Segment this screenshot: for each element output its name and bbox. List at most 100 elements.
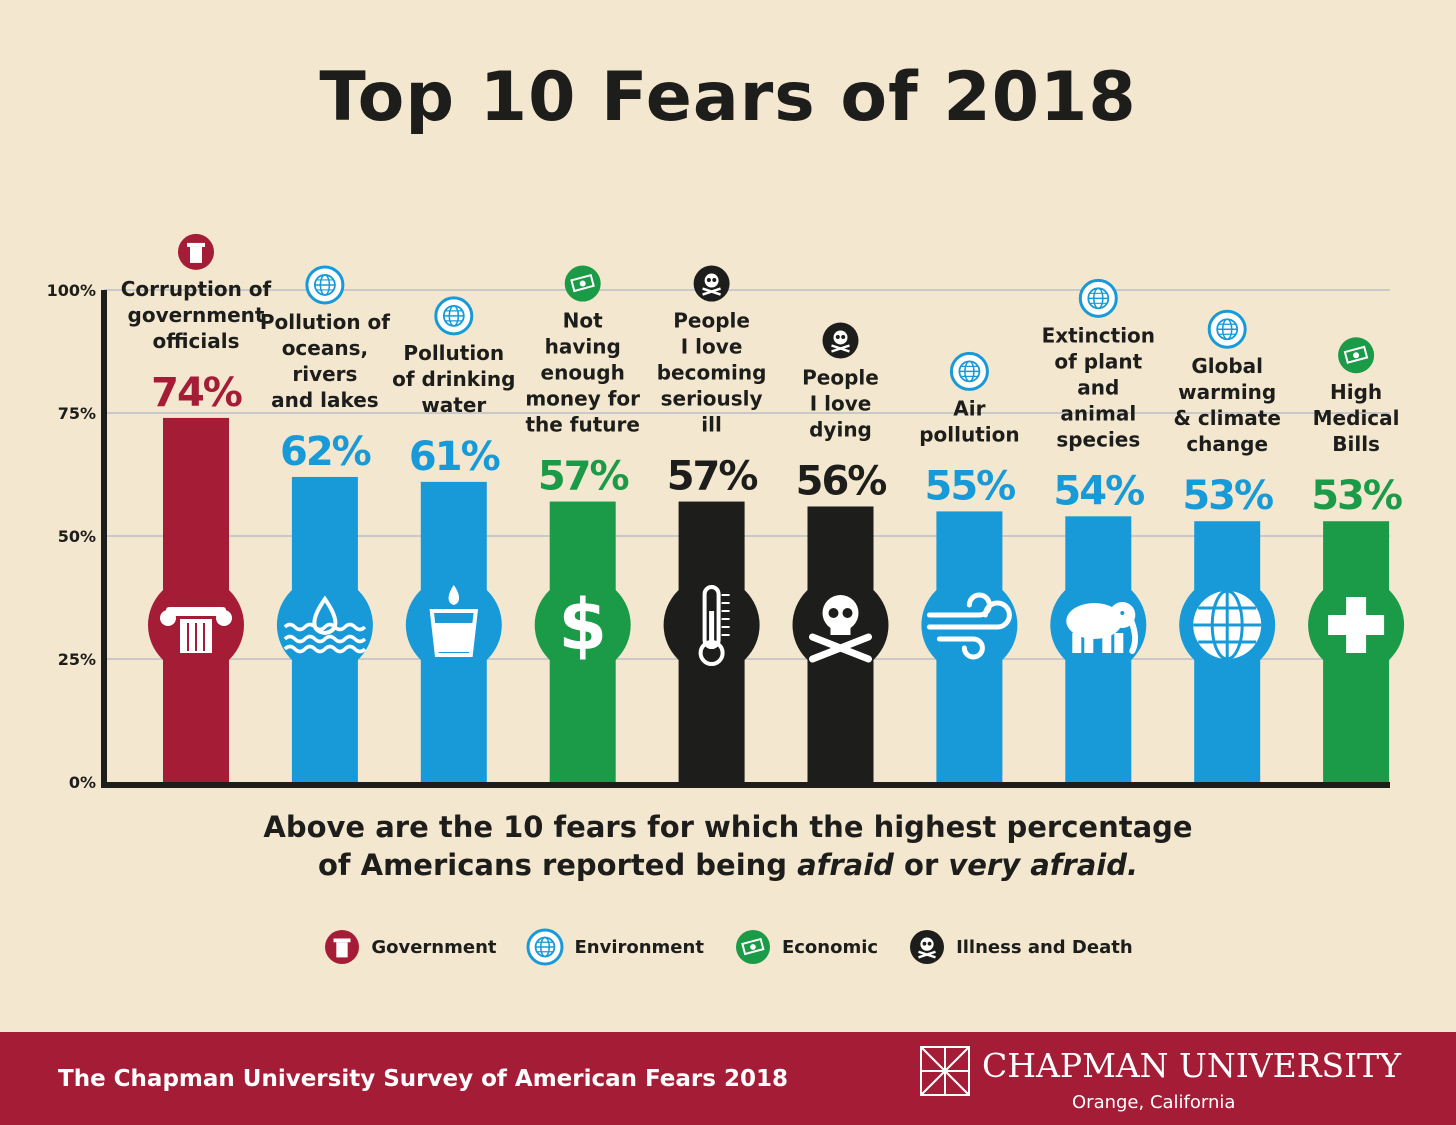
category-label: Global	[1191, 354, 1263, 378]
category-label: Bills	[1332, 432, 1380, 456]
category-label: having	[545, 335, 621, 359]
value-label: 57%	[667, 454, 758, 500]
caption-text-a: of Americans reported being	[317, 848, 798, 882]
y-tick-label: 25%	[58, 650, 96, 669]
category-label: the future	[525, 413, 640, 437]
survey-name: The Chapman University Survey of America…	[58, 1066, 788, 1092]
legend-label-economic: Economic	[781, 936, 879, 958]
y-tick-label: 50%	[58, 527, 96, 546]
category-badge	[305, 265, 345, 305]
category-badge	[1207, 309, 1247, 349]
category-label: of drinking	[392, 367, 515, 391]
value-label: 53%	[1311, 473, 1402, 519]
crossbone	[702, 287, 721, 296]
bar-icon-circle	[534, 577, 631, 673]
skull-eye	[706, 278, 711, 283]
legend-item-government: Government	[323, 928, 496, 966]
legend-label-government: Government	[371, 936, 497, 958]
eye	[842, 608, 853, 618]
wind-line	[936, 636, 985, 660]
category-label: People	[673, 309, 750, 333]
legend-item-economic: Economic	[734, 928, 878, 966]
category-label: animal	[1060, 401, 1136, 425]
category-label: Corruption of	[121, 277, 272, 301]
category-label: Pollution	[403, 341, 504, 365]
y-tick-label: 0%	[69, 773, 96, 792]
category-label: and	[1077, 375, 1119, 399]
category-label: water	[421, 393, 486, 417]
wind-line	[926, 600, 1012, 630]
caption-emphasis-very-afraid: very afraid.	[948, 848, 1139, 882]
category-label: becoming	[657, 361, 767, 385]
elephant-leg	[1084, 633, 1094, 653]
category-badge	[178, 233, 214, 270]
y-tick-label: 75%	[58, 404, 96, 423]
banknote-coin	[750, 944, 756, 950]
skull-head	[920, 937, 934, 951]
category-label: change	[1186, 432, 1268, 456]
caption-line-2: of Americans reported being afraid or ve…	[0, 846, 1456, 884]
volute	[160, 610, 176, 626]
caption-line-1: Above are the 10 fears for which the hig…	[263, 810, 1193, 844]
page-title: Top 10 Fears of 2018	[319, 58, 1137, 137]
value-label: 74%	[151, 370, 242, 416]
category-label: pollution	[919, 422, 1019, 446]
skull-head	[833, 330, 848, 345]
legend-item-environment: Environment	[526, 928, 704, 966]
elephant-leg	[1102, 633, 1112, 653]
skull-icon	[910, 930, 945, 964]
column-capital	[333, 938, 351, 943]
water	[434, 623, 473, 652]
category-badge	[693, 265, 730, 302]
category-badge	[434, 296, 474, 336]
drop	[448, 585, 460, 605]
value-label: 62%	[280, 429, 371, 475]
elephant-eye	[1120, 611, 1125, 615]
fears-bar-chart: 0% 25% 50% 75% 100% 74% Corruption ofgovernmen…	[47, 233, 1405, 792]
banknote-coin	[579, 280, 586, 287]
dollar-sign: $	[558, 584, 607, 666]
chapman-logo-icon	[920, 1046, 970, 1096]
drop	[312, 595, 338, 636]
caption-text-or: or	[893, 848, 949, 882]
category-label: ill	[701, 413, 722, 437]
category-badge	[1078, 278, 1118, 318]
skull-eye	[712, 278, 717, 283]
category-badge	[822, 322, 859, 359]
category-badge	[564, 265, 601, 302]
column-shaft	[336, 942, 348, 958]
category-label: Not	[563, 309, 603, 333]
banknote	[741, 937, 765, 956]
banknote	[570, 273, 595, 293]
value-label: 56%	[796, 458, 887, 504]
elephant-leg	[1072, 633, 1082, 653]
thermo-level	[709, 611, 715, 649]
footer-banner: The Chapman University Survey of America…	[0, 1032, 1456, 1125]
value-label: 54%	[1053, 468, 1144, 514]
category-label: officials	[152, 329, 239, 353]
category-label: I love	[681, 335, 743, 359]
category-label: money for	[525, 387, 640, 411]
banknote	[1343, 345, 1369, 364]
globe-icon	[526, 928, 564, 966]
category-label: and lakes	[271, 388, 379, 412]
value-label: 61%	[409, 434, 500, 480]
category-label: Pollution of	[260, 310, 390, 334]
category-label: People	[802, 365, 879, 389]
elephant-body	[1066, 603, 1123, 639]
category-label: dying	[809, 417, 872, 441]
elephant-leg	[1114, 633, 1124, 653]
category-label: Air	[953, 396, 985, 420]
column-shaft	[190, 246, 202, 263]
jaw	[830, 623, 851, 635]
chart-legend: Government Environment Economic Illness …	[0, 928, 1456, 966]
university-name: CHAPMAN UNIVERSITY	[982, 1046, 1401, 1085]
category-label: oceans,	[282, 336, 368, 360]
legend-label-environment: Environment	[574, 936, 704, 958]
value-label: 57%	[538, 454, 629, 500]
university-location: Orange, California	[1072, 1092, 1236, 1113]
